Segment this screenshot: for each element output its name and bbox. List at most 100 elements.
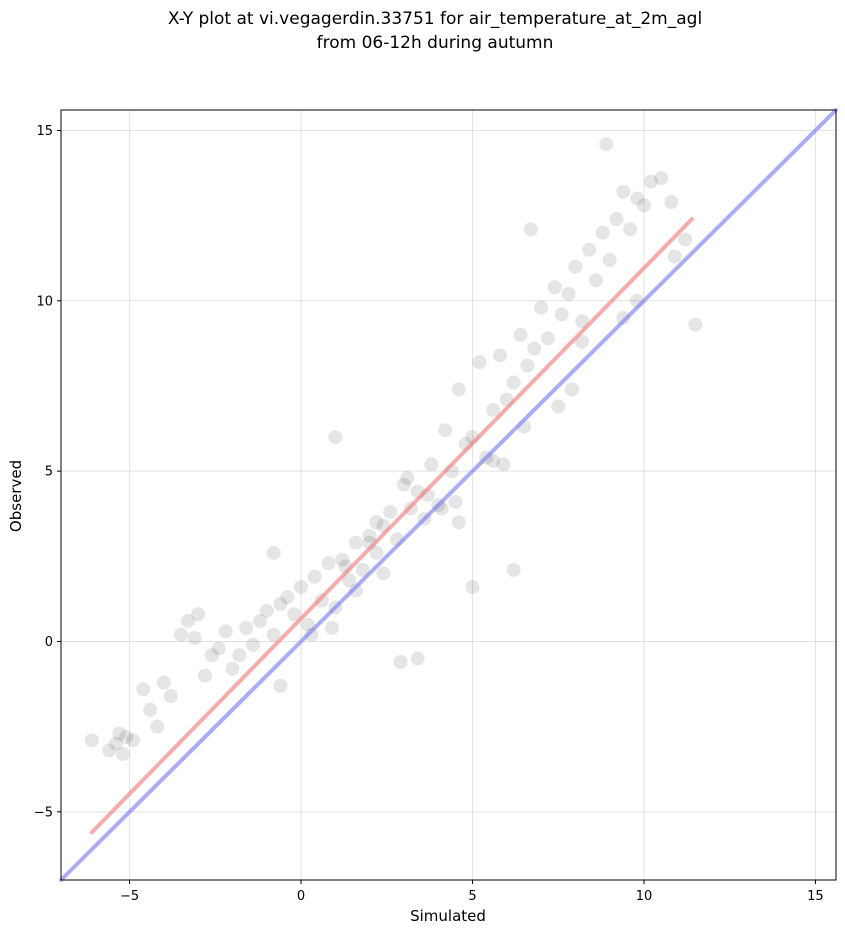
data-point [321,556,336,571]
data-point [348,583,363,598]
data-point [523,222,538,237]
data-point [355,562,370,577]
data-point [506,375,521,390]
data-point [136,682,151,697]
data-point [575,334,590,349]
trend-lines [59,108,838,882]
data-point [496,457,511,472]
data-point [486,402,501,417]
data-point [520,358,535,373]
x-tick-label: −5 [120,889,139,904]
data-point [150,719,165,734]
data-point [180,614,195,629]
data-point [304,627,319,642]
data-point [448,494,463,509]
x-axis-label: Simulated [410,907,486,925]
data-point [465,579,480,594]
data-point [547,280,562,295]
chart-title-line-1: X-Y plot at vi.vegagerdin.33751 for air_… [168,9,702,29]
data-point [564,382,579,397]
data-point [252,614,267,629]
data-point [280,590,295,605]
data-point [599,137,614,152]
data-point [307,569,322,584]
data-point [410,651,425,666]
data-point [246,637,261,652]
one-to-one-line [59,108,838,882]
plot-frame [60,109,837,881]
data-point [273,597,288,612]
data-point [472,355,487,370]
data-point [239,620,254,635]
regression-line [89,217,694,835]
x-axis-ticks: −5 0 5 10 15 [120,880,824,904]
data-point [623,222,638,237]
data-point [492,348,507,363]
data-point [602,252,617,267]
y-tick-label: 10 [36,294,53,309]
data-point [174,627,189,642]
data-point [314,593,329,608]
data-point [551,399,566,414]
data-point [156,675,171,690]
y-tick-label: 0 [45,635,53,650]
data-point [102,743,117,758]
data-point [84,733,99,748]
data-point [218,624,233,639]
data-point [554,307,569,322]
data-point [393,654,408,669]
chart-title-line-2: from 06-12h during autumn [317,33,554,53]
data-point [324,620,339,635]
data-point [211,641,226,656]
data-point [369,545,384,560]
data-point [534,300,549,315]
data-point [609,212,624,227]
data-point [273,678,288,693]
data-point [294,579,309,594]
data-point [232,648,247,663]
data-point [595,225,610,240]
y-tick-label: 5 [45,465,53,480]
data-point [112,726,127,741]
data-point [383,505,398,520]
data-point [198,668,213,683]
data-point [616,310,631,325]
data-point [187,631,202,646]
data-point [506,562,521,577]
data-point [115,746,130,761]
data-point [119,729,134,744]
y-axis-label: Observed [7,460,25,532]
data-point [588,273,603,288]
data-point [513,327,528,342]
data-point [266,545,281,560]
data-point [540,331,555,346]
data-point [191,607,206,622]
data-point [108,736,123,751]
data-point [300,617,315,632]
x-tick-label: 0 [297,889,305,904]
data-point [342,573,357,588]
grid [61,110,836,880]
data-point [266,627,281,642]
data-point [582,242,597,257]
data-point [163,689,178,704]
data-point [643,174,658,189]
data-point [616,184,631,199]
data-point [204,648,219,663]
data-point [451,515,466,530]
data-point [396,477,411,492]
data-point [664,194,679,209]
data-point [636,198,651,213]
y-tick-label: −5 [34,805,53,820]
data-point [126,733,141,748]
data-point [400,470,415,485]
data-point [688,317,703,332]
data-point [451,382,466,397]
data-point [630,191,645,206]
data-point [568,259,583,274]
data-point [486,453,501,468]
data-point [287,607,302,622]
x-tick-label: 15 [807,889,824,904]
